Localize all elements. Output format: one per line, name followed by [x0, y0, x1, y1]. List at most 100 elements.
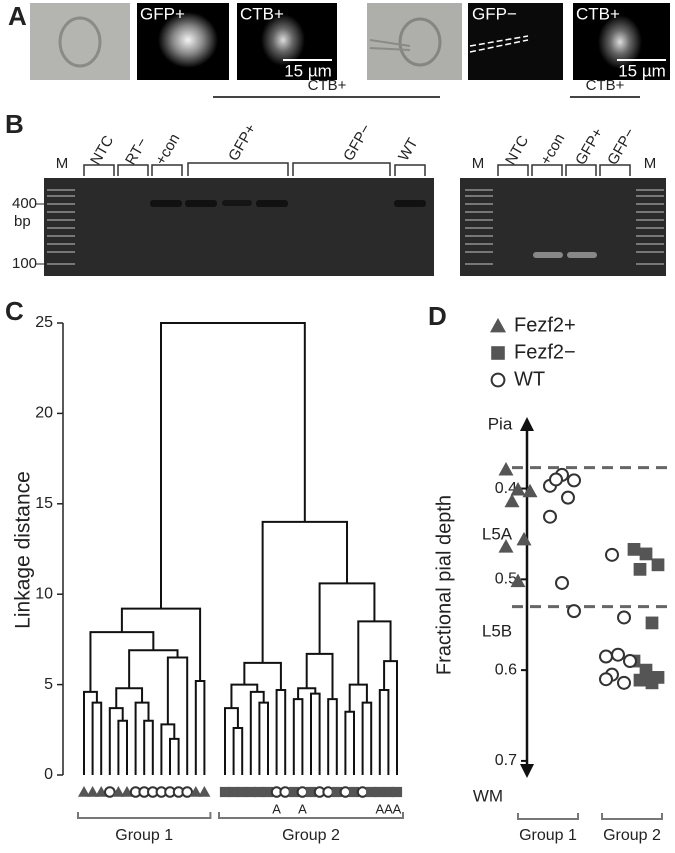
circle-marker — [279, 786, 292, 798]
legend-label: Fezf2− — [514, 341, 576, 363]
lane-label: RT− — [122, 135, 151, 168]
circle-marker — [623, 654, 637, 669]
triangle-marker — [198, 786, 211, 797]
square-marker — [633, 562, 647, 576]
lane-label: GFP+ — [572, 125, 607, 168]
cell-glow — [261, 14, 305, 66]
dendrogram-link — [230, 683, 259, 709]
triangle-marker — [121, 786, 133, 797]
annotation: L5A — [482, 524, 513, 543]
square-marker — [639, 663, 653, 677]
circle-marker — [567, 604, 581, 619]
lane-label: NTC — [87, 133, 117, 168]
square-marker — [645, 616, 659, 630]
circle-marker — [104, 786, 116, 798]
size-unit: bp — [14, 213, 31, 230]
circle-marker — [599, 649, 613, 664]
square-marker — [627, 543, 641, 556]
legend-label: WT — [514, 368, 545, 390]
square-marker — [237, 786, 248, 798]
y-tick-label: 15 — [35, 495, 53, 512]
scale-label: 15 µm — [284, 61, 332, 80]
circle-marker — [611, 647, 625, 662]
triangle-marker — [498, 539, 514, 553]
group-bracket — [517, 813, 579, 820]
leaf-label: A — [384, 801, 393, 816]
dendrogram-link — [134, 701, 150, 775]
dendrogram-link — [194, 679, 206, 775]
square-marker — [383, 786, 394, 798]
dendrogram-link — [83, 690, 98, 775]
dendrogram-link — [115, 687, 144, 709]
dendrogram-link — [232, 726, 244, 775]
square-marker — [348, 786, 360, 798]
group-bracket — [601, 813, 663, 820]
y-tick-label: 0.5 — [495, 571, 517, 588]
dendrogram-link — [243, 661, 282, 691]
circle-marker — [543, 509, 557, 524]
group-label: Group 1 — [115, 827, 173, 844]
ladders — [47, 189, 664, 265]
square-marker — [645, 676, 659, 690]
dendrogram-link — [258, 701, 269, 775]
dendrogram-link — [292, 698, 304, 775]
dendrogram-link — [159, 322, 306, 609]
group-bracket — [77, 812, 212, 819]
triangle-marker — [504, 493, 520, 508]
dendrogram-link — [128, 649, 179, 689]
gel — [460, 178, 666, 276]
y-axis-label: Linkage distance — [12, 471, 35, 629]
panel-label: C — [5, 296, 24, 326]
dendrogram-link — [383, 660, 398, 775]
circle-marker — [567, 473, 581, 488]
dendrogram-link — [318, 582, 376, 654]
size-label: 400 — [12, 195, 37, 212]
dendrogram-link — [120, 607, 202, 681]
square-marker — [491, 346, 505, 360]
image-label: GFP− — [472, 4, 517, 23]
square-marker — [245, 786, 256, 798]
square-marker — [288, 786, 299, 798]
dendrogram-link — [344, 710, 355, 775]
y-axis-label: Fractional pial depth — [433, 495, 455, 675]
square-marker — [639, 547, 653, 561]
square-marker — [305, 786, 317, 798]
dendrogram-link — [224, 707, 239, 775]
micrograph — [30, 3, 130, 80]
group-bracket — [218, 812, 404, 819]
annotation: WM — [473, 786, 503, 805]
circle-marker — [617, 675, 631, 690]
y-tick-label: 0.6 — [495, 661, 517, 678]
square-marker — [366, 786, 377, 798]
leaf-label: A — [298, 801, 307, 816]
x-tick-label: Group 2 — [603, 827, 661, 844]
square-marker — [219, 786, 231, 798]
gel — [44, 178, 434, 276]
dendrogram-link — [261, 520, 349, 663]
circle-marker — [356, 786, 369, 798]
dendrogram-link — [91, 701, 103, 775]
dendrogram-link — [249, 690, 265, 775]
dendrogram-link — [327, 698, 338, 775]
square-marker — [262, 786, 274, 798]
cell-outline — [398, 17, 442, 67]
triangle-marker — [189, 786, 202, 797]
square-marker — [651, 558, 665, 572]
micrograph — [468, 3, 563, 80]
square-marker — [374, 786, 385, 798]
dendrogram-link — [108, 707, 124, 775]
group-label: CTB+ — [586, 77, 625, 94]
circle-marker — [555, 575, 569, 590]
triangle-marker — [522, 483, 538, 498]
leaf-label: A — [272, 801, 281, 816]
pipette-outline — [469, 35, 529, 53]
triangle-marker — [510, 481, 526, 496]
dendrogram-link — [305, 652, 334, 700]
y-tick-label: 0.4 — [495, 480, 517, 497]
dendrogram-link — [89, 631, 155, 692]
annotation: L5B — [482, 621, 512, 640]
lane-label: NTC — [502, 133, 532, 168]
group-label: Group 2 — [282, 827, 340, 844]
annotation: Pia — [488, 414, 513, 433]
